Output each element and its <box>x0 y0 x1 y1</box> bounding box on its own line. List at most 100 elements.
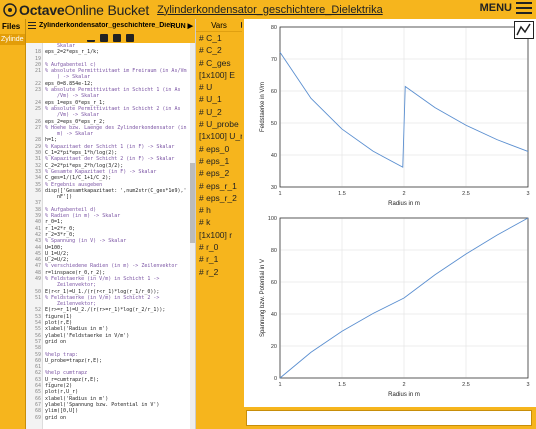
plot-toggle-icon[interactable] <box>514 21 534 39</box>
variable-item[interactable]: [1x100] U_r <box>199 131 243 142</box>
variable-item[interactable]: [1x100] E <box>199 69 235 80</box>
code-line[interactable]: 33 % Gesamte Kapazitaet (in F) -> Skalar <box>26 169 196 175</box>
code-line[interactable]: 67 ylabel('Spannung bzw. Potential in V') <box>26 402 196 408</box>
code-area[interactable]: Skalar 18 eps_2=2*eps_r_1/k; 19 20 % Aufgaben… <box>26 43 196 429</box>
variable-item[interactable]: # U_1 <box>199 94 222 105</box>
variable-item[interactable]: [1x100] r <box>199 229 233 240</box>
code-line[interactable]: 43 % Spannung (in V) -> Skalar <box>26 238 196 244</box>
document-title-link[interactable]: Zylinderkondensator_geschichtere_Dielekt… <box>157 3 383 16</box>
code-line[interactable]: 44 U=100; <box>26 245 196 251</box>
variable-item[interactable]: # eps_r_1 <box>199 180 237 191</box>
variable-item[interactable]: # eps_1 <box>199 155 230 166</box>
variable-item[interactable]: # k <box>199 217 211 228</box>
code-line[interactable]: 31 % Kapazitaet der Schicht 2 (in F) -> S… <box>26 156 196 162</box>
code-line[interactable]: 29 % Kapazitaet der Schicht 1 (in F) -> S… <box>26 144 196 150</box>
code-line[interactable]: Zeilenvektor; <box>26 282 196 288</box>
print-icon[interactable] <box>100 33 108 42</box>
delete-icon[interactable] <box>126 33 134 42</box>
code-line[interactable]: 59 %help trap: <box>26 352 196 358</box>
variable-item[interactable]: # eps_r_2 <box>199 192 237 203</box>
editor-menu-icon[interactable] <box>28 22 36 29</box>
code-line[interactable]: 65 plot(r,U_r) <box>26 389 196 395</box>
code-line[interactable]: 23 % absolute Permittivitaet in Schicht 1… <box>26 87 196 93</box>
code-line[interactable]: ) -> Skalar <box>26 74 196 80</box>
code-line[interactable]: 55 xlabel('Radius in m') <box>26 326 196 332</box>
code-line[interactable]: 24 eps_1=eps_0*eps_r_1; <box>26 100 196 106</box>
code-line[interactable]: m) -> Skalar <box>26 131 196 137</box>
code-line[interactable]: 66 xlabel('Radius in m') <box>26 396 196 402</box>
code-line[interactable]: 60 U_probe=trapz(r,E); <box>26 358 196 364</box>
menu-button[interactable]: MENU <box>480 2 532 14</box>
code-line[interactable]: /Vm) -> Skalar <box>26 112 196 118</box>
variable-item[interactable]: # eps_0 <box>199 143 230 154</box>
run-button[interactable]: RUN ▶ <box>170 22 194 30</box>
code-line[interactable]: /Vm) -> Skalar <box>26 93 196 99</box>
command-input[interactable] <box>246 410 532 426</box>
variable-item[interactable]: # C_1 <box>199 33 222 43</box>
code-line[interactable]: 35 % Ergebnis ausgeben <box>26 182 196 188</box>
code-line[interactable]: 58 <box>26 345 196 351</box>
code-line[interactable]: 45 U_1=U/2; <box>26 251 196 257</box>
scrollbar-thumb[interactable] <box>190 163 195 243</box>
code-line[interactable]: 19 <box>26 56 196 62</box>
code-line[interactable]: 18 eps_2=2*eps_r_1/k; <box>26 49 196 55</box>
code-line[interactable]: Skalar <box>26 43 196 49</box>
code-line[interactable]: 37 <box>26 200 196 206</box>
variable-item[interactable]: # h <box>199 205 211 216</box>
code-line[interactable]: 28 h=1; <box>26 137 196 143</box>
code-line[interactable]: 63 U_r=cumtrapz(r,E); <box>26 377 196 383</box>
code-line[interactable]: 27 % Hoehe bzw. Laenge des Zylinderkonden… <box>26 125 196 131</box>
code-line[interactable]: 34 C_ges=1/(1/C_1+1/C_2); <box>26 175 196 181</box>
code-line[interactable]: Zeilenvektor; <box>26 301 196 307</box>
code-text: h=1; <box>45 137 58 144</box>
variable-item[interactable]: # C_2 <box>199 45 222 56</box>
code-line[interactable]: 48 r=linspace(r_0,r_2); <box>26 270 196 276</box>
code-line[interactable]: 52 E(r>=r_1)=U_2./(r(r>=r_1)*log(r_2/r_1)… <box>26 307 196 313</box>
code-line[interactable]: 36 disp(['Gesamtkapazitaet: ',num2str(C_g… <box>26 188 196 194</box>
variable-item[interactable]: # U_probe <box>199 119 239 130</box>
code-line[interactable]: 32 C_2=2*pi*eps_2*h/log(3/2); <box>26 163 196 169</box>
code-line[interactable]: 57 grid on <box>26 339 196 345</box>
code-line[interactable]: 25 % absolute Permittivitaet in Schicht 2… <box>26 106 196 112</box>
code-line[interactable]: 62 %help cumtrapz <box>26 370 196 376</box>
code-line[interactable]: 53 figure(1) <box>26 314 196 320</box>
share-icon[interactable] <box>87 34 95 42</box>
code-line[interactable]: 64 figure(2) <box>26 383 196 389</box>
variable-item[interactable]: # U_2 <box>199 106 222 117</box>
code-line[interactable]: 61 <box>26 364 196 370</box>
variable-item[interactable]: # U <box>199 82 213 93</box>
variable-item[interactable]: # eps_2 <box>199 168 230 179</box>
code-line[interactable]: 26 eps_2=eps_0*eps_r_2; <box>26 119 196 125</box>
code-line[interactable]: 42 r_2=3*r_0; <box>26 232 196 238</box>
file-item[interactable]: Zylinde <box>0 34 25 45</box>
code-line[interactable]: 54 plot(r,E) <box>26 320 196 326</box>
code-text: /Vm) -> Skalar <box>45 112 100 119</box>
code-line[interactable]: nF']) <box>26 194 196 200</box>
code-line[interactable]: 49 % Feldstaerke (in V/m) in Schicht 1 -> <box>26 276 196 282</box>
variable-item[interactable]: # r_0 <box>199 242 219 253</box>
code-line[interactable]: 40 r_0=1; <box>26 219 196 225</box>
brand-logo[interactable]: OctaveOnline Bucket <box>19 2 149 18</box>
code-line[interactable]: 69 grid on <box>26 415 196 421</box>
code-line[interactable]: 41 r_1=2*r_0; <box>26 226 196 232</box>
code-line[interactable]: 20 % Aufgabenteil c) <box>26 62 196 68</box>
code-line[interactable]: 21 % absolute Permittivitaet im Freiraum … <box>26 68 196 74</box>
editor-scrollbar[interactable] <box>190 43 195 429</box>
editor-toolbar <box>26 32 195 43</box>
code-line[interactable]: 38 % Aufgabenteil d) <box>26 207 196 213</box>
variable-item[interactable]: # C_ges <box>199 57 231 68</box>
code-line[interactable]: 50 E(r<r_1)=U_1./(r(r<r_1)*log(r_1/r_0)); <box>26 289 196 295</box>
code-line[interactable]: 56 ylabel('Feldstaerke in V/m') <box>26 333 196 339</box>
code-line[interactable]: 22 eps_0=8.854e-12; <box>26 81 196 87</box>
save-icon[interactable] <box>113 33 121 42</box>
variable-item[interactable]: # r_1 <box>199 254 219 265</box>
code-line[interactable]: 46 U_2=U/2; <box>26 257 196 263</box>
variable-item[interactable]: # r_2 <box>199 266 219 277</box>
code-line[interactable]: 39 % Radien (in m) -> Skalar <box>26 213 196 219</box>
code-line[interactable]: 68 ylim([0,U]) <box>26 408 196 414</box>
y-tick-label: 60 <box>271 280 277 286</box>
code-line[interactable]: 47 % verschiedene Radien (in m) -> Zeilen… <box>26 263 196 269</box>
code-line[interactable]: 51 % Feldstaerke (in V/m) in Schicht 2 -> <box>26 295 196 301</box>
y-tick-label: 100 <box>268 216 277 222</box>
code-line[interactable]: 30 C_1=2*pi*eps_1*h/log(2); <box>26 150 196 156</box>
